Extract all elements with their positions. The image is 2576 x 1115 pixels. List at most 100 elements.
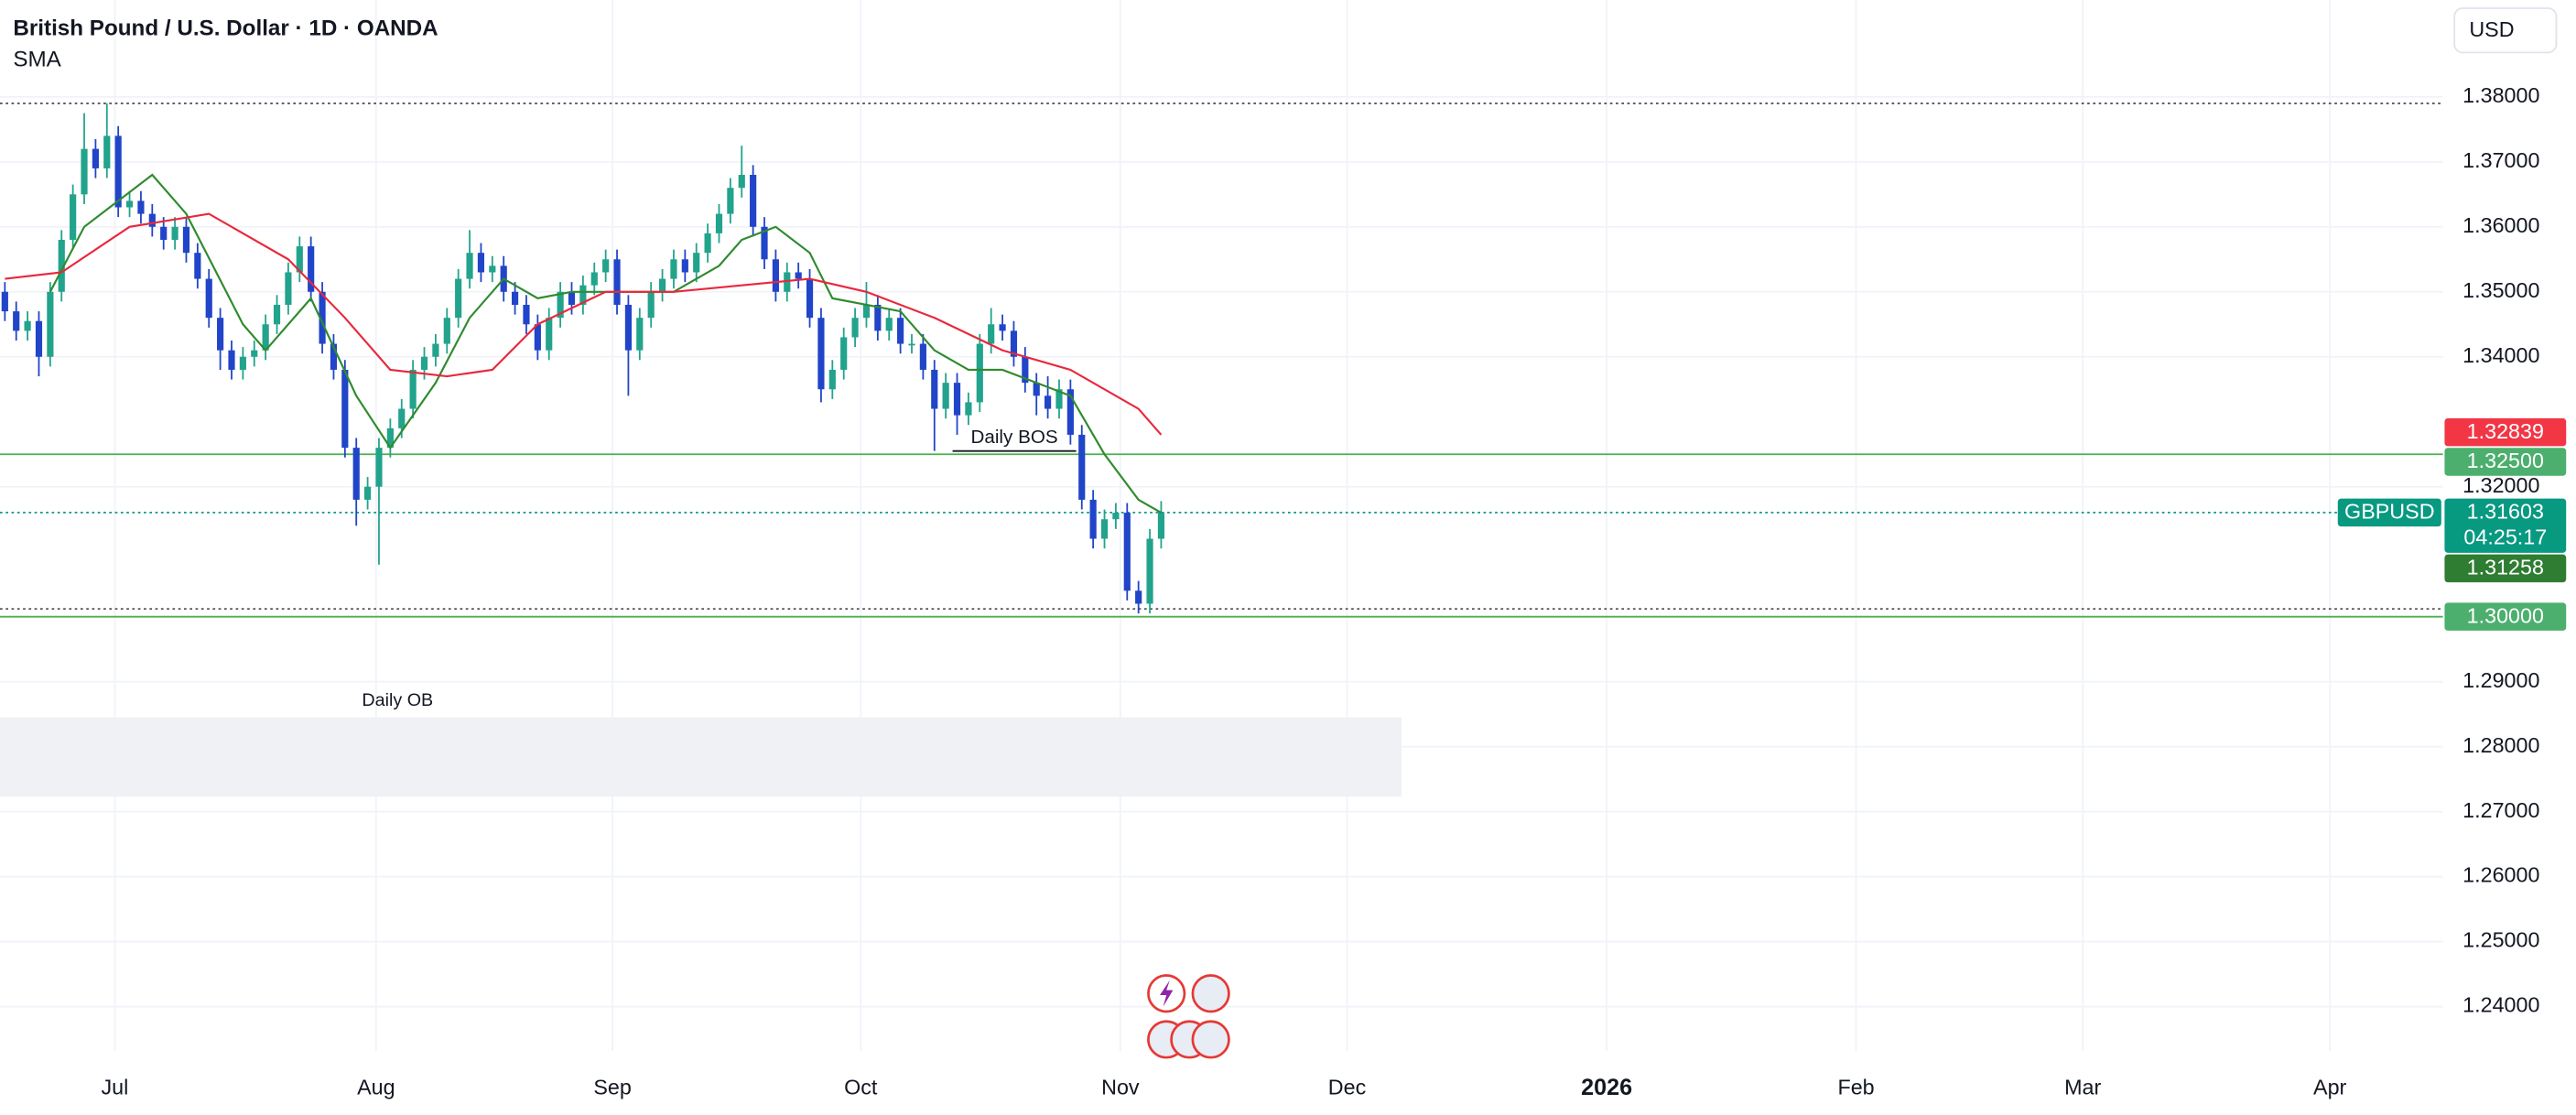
candle-body	[386, 428, 394, 449]
candle-body	[999, 324, 1006, 331]
candle-body	[341, 369, 349, 449]
x-tick-label: Aug	[357, 1075, 395, 1099]
price-tag-label: 1.30000	[2467, 603, 2544, 627]
currency-label[interactable]: USD	[2469, 17, 2514, 41]
candle-body	[70, 194, 77, 240]
candle-body	[35, 320, 43, 357]
candle-body	[228, 350, 235, 370]
price-tag	[2444, 602, 2567, 631]
event-icon	[1191, 1020, 1230, 1059]
x-tick-label: Jul	[102, 1075, 129, 1099]
y-tick-label: 1.27000	[2462, 798, 2539, 822]
candle-body	[125, 200, 134, 208]
candle-body	[828, 369, 836, 390]
candle-body	[398, 408, 406, 428]
price-tag-label: 1.31603	[2467, 500, 2544, 524]
candle-body	[624, 304, 633, 351]
candle-body	[772, 259, 779, 292]
symbol-label: GBPUSD	[2344, 500, 2434, 524]
candle-body	[568, 291, 576, 305]
candle-body	[738, 175, 745, 189]
candle-body	[817, 318, 825, 390]
candle-body	[1146, 538, 1153, 604]
candle-body	[58, 239, 65, 292]
candle-body	[885, 318, 893, 331]
event-icon	[1160, 980, 1174, 1007]
candle-body	[352, 448, 360, 500]
candle-body	[1112, 513, 1120, 520]
candle-body	[602, 259, 610, 273]
x-tick-label: Sep	[593, 1075, 631, 1099]
candle-body	[432, 343, 439, 357]
candle-body	[466, 253, 473, 279]
candle-body	[681, 259, 688, 273]
candle-body	[897, 318, 904, 344]
candle-body	[546, 318, 553, 351]
candle-body	[160, 226, 168, 240]
y-tick-label: 1.37000	[2462, 148, 2539, 172]
x-tick-label: Mar	[2064, 1075, 2101, 1099]
price-tag-label: 1.31258	[2467, 556, 2544, 579]
x-tick-label: Nov	[1101, 1075, 1140, 1099]
candle-body	[1089, 499, 1097, 539]
candle-body	[613, 259, 621, 305]
candle-body	[285, 272, 292, 305]
y-tick-label: 1.32000	[2462, 473, 2539, 497]
candle-body	[1066, 389, 1074, 435]
candle-body	[330, 343, 338, 370]
candle-body	[81, 148, 88, 195]
y-tick-label: 1.28000	[2462, 733, 2539, 757]
x-tick-label: 2026	[1581, 1075, 1632, 1100]
price-tag	[2444, 498, 2567, 553]
candle-body	[636, 318, 644, 351]
candle-body	[670, 259, 677, 279]
candle-body	[862, 304, 871, 319]
candle-body	[1022, 356, 1029, 384]
candle-body	[919, 343, 926, 370]
candle-body	[931, 369, 938, 409]
candle-body	[523, 304, 530, 325]
candle-body	[308, 246, 315, 292]
candle-body	[1157, 512, 1165, 539]
candle-body	[1033, 383, 1040, 396]
symbol-tag	[2337, 498, 2441, 527]
candle-body	[1100, 519, 1109, 539]
candle-body	[455, 278, 462, 319]
chart-title: British Pound / U.S. Dollar · 1D · OANDA	[13, 16, 438, 41]
candle-body	[92, 148, 99, 168]
candle-body	[647, 291, 655, 319]
candle-body	[965, 402, 972, 416]
x-tick-label: Feb	[1837, 1075, 1874, 1099]
candle-body	[908, 343, 915, 346]
candle-body	[806, 278, 814, 319]
axis-layer: 1.24000 1.25000 1.26000 1.27000 1.28000 1.290…	[102, 83, 2567, 1100]
y-tick-label: 1.25000	[2462, 928, 2539, 952]
candle-body	[477, 253, 485, 273]
candle-body	[148, 213, 156, 227]
candle-body	[988, 324, 995, 344]
plot-layer: Daily OB Daily BOS	[0, 103, 2443, 797]
bos-label: Daily BOS	[970, 427, 1057, 448]
candle-body	[137, 200, 145, 214]
candle-body	[557, 291, 564, 319]
candle-body	[658, 278, 666, 292]
currency-button[interactable]	[2453, 7, 2558, 54]
candle-body	[693, 253, 700, 273]
candle-body	[784, 272, 791, 292]
candle-body	[103, 135, 111, 168]
price-tag	[2444, 554, 2567, 583]
candle-body	[114, 135, 122, 208]
y-tick-label: 1.26000	[2462, 863, 2539, 887]
price-tag	[2444, 448, 2567, 476]
candle-body	[24, 320, 31, 331]
y-tick-label: 1.38000	[2462, 83, 2539, 107]
y-tick-label: 1.36000	[2462, 213, 2539, 237]
y-tick-label: 1.24000	[2462, 993, 2539, 1017]
candle-body	[194, 253, 201, 279]
sma-line	[5, 212, 1163, 436]
candle-body	[511, 291, 519, 305]
candle-body	[761, 226, 768, 260]
